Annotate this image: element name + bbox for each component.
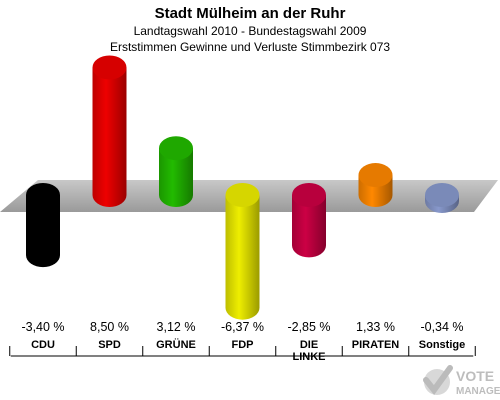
category-label: GRÜNE [156, 338, 196, 351]
bar-cap [159, 136, 193, 161]
value-label: -6,37 % [221, 320, 264, 334]
bar-cap [358, 163, 393, 188]
value-label: -0,34 % [420, 320, 463, 334]
bar-cap [225, 183, 260, 207]
bar-die-linke [292, 183, 326, 258]
category-axis [9, 346, 476, 357]
bar-body [225, 195, 260, 320]
bar-cdu [26, 183, 60, 268]
bar-cap [26, 183, 60, 207]
category-label: SPD [98, 339, 121, 351]
bar-spd [92, 55, 127, 207]
bar-cap [425, 183, 459, 207]
value-label: 8,50 % [90, 320, 129, 334]
category-label: FDP [232, 339, 254, 351]
value-label: 1,33 % [356, 320, 395, 334]
category-label: DIE LINKE [293, 339, 326, 363]
category-labels-group: CDU SPD GRÜNE FDP DIE LINKE PIRATEN Sonstige [31, 338, 465, 363]
bar-grüne [159, 136, 193, 207]
bar-piraten [358, 163, 393, 207]
chart-subtitle-2: Erststimmen Gewinne und Verluste Stimmbe… [110, 40, 390, 54]
logo-checkmark [423, 365, 453, 395]
logo-text-vote: VOTE [456, 368, 494, 384]
chart-subtitle-1: Landtagswahl 2010 - Bundestagswahl 2009 [134, 24, 367, 38]
bar-body [26, 195, 60, 268]
value-label: -2,85 % [287, 320, 330, 334]
bar-body [92, 67, 127, 207]
category-label: Sonstige [419, 339, 465, 351]
value-label: 3,12 % [157, 320, 196, 334]
bar-cap [292, 183, 326, 207]
category-label: CDU [31, 339, 55, 351]
bar-fdp [225, 183, 260, 320]
bars-group [26, 55, 459, 320]
value-label: -3,40 % [21, 320, 64, 334]
bar-body [159, 148, 193, 207]
value-labels-group: -3,40 % 8,50 % 3,12 % -6,37 % -2,85 % 1,33 % -… [21, 320, 463, 334]
bar-cap [92, 55, 127, 80]
category-label: PIRATEN [352, 339, 400, 351]
bar-sonstige [425, 183, 459, 214]
logo-text-manager: MANAGER [456, 386, 500, 397]
chart-title: Stadt Mülheim an der Ruhr [155, 5, 346, 22]
vote-manager-logo: VOTE MANAGER [423, 365, 500, 397]
bar-body [292, 195, 326, 258]
